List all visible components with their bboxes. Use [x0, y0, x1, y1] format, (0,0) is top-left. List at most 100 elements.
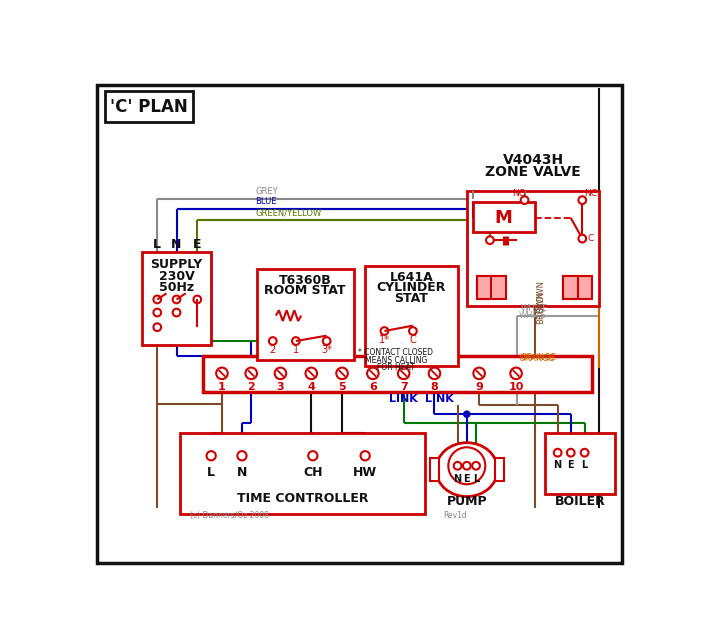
Text: T6360B: T6360B: [279, 274, 331, 287]
Circle shape: [154, 309, 161, 317]
Circle shape: [173, 309, 180, 317]
Circle shape: [292, 337, 300, 345]
Text: HW: HW: [353, 466, 377, 479]
Text: V4043H: V4043H: [503, 153, 564, 167]
Text: 2: 2: [270, 345, 276, 355]
Text: 2: 2: [247, 382, 255, 392]
Text: PUMP: PUMP: [446, 495, 487, 508]
Circle shape: [510, 367, 522, 379]
Bar: [545, 433, 615, 494]
Text: 3*: 3*: [322, 345, 332, 355]
Text: E: E: [193, 238, 201, 251]
Circle shape: [486, 237, 494, 244]
Text: 8: 8: [430, 382, 438, 392]
Text: GREEN/YELLOW: GREEN/YELLOW: [255, 208, 322, 217]
Text: N: N: [554, 460, 562, 470]
Circle shape: [154, 296, 161, 303]
Circle shape: [206, 451, 216, 460]
Text: ORANGE: ORANGE: [518, 354, 555, 363]
Text: WHITE: WHITE: [518, 312, 545, 320]
Bar: [473, 203, 534, 231]
Circle shape: [453, 462, 461, 470]
Bar: [477, 276, 491, 299]
Circle shape: [578, 235, 586, 242]
Text: NC: NC: [584, 190, 597, 199]
Text: STAT: STAT: [395, 292, 428, 305]
Text: BLUE: BLUE: [255, 197, 277, 206]
Text: BOILER: BOILER: [555, 495, 605, 508]
Circle shape: [449, 447, 485, 484]
Text: 1: 1: [218, 382, 226, 392]
Bar: [494, 458, 504, 481]
Text: N: N: [171, 238, 182, 251]
Text: L: L: [473, 474, 479, 484]
Circle shape: [567, 449, 575, 456]
Text: N: N: [453, 474, 462, 484]
Text: CH: CH: [303, 466, 322, 479]
Text: E: E: [567, 460, 574, 470]
Text: 5: 5: [338, 382, 346, 392]
Text: 6: 6: [369, 382, 377, 392]
Circle shape: [269, 337, 277, 345]
Circle shape: [409, 327, 417, 335]
Text: L: L: [207, 466, 216, 479]
Text: MEANS CALLING: MEANS CALLING: [365, 356, 427, 365]
Text: 'C' PLAN: 'C' PLAN: [110, 98, 187, 116]
Text: LINK: LINK: [425, 394, 454, 404]
Text: CYLINDER: CYLINDER: [377, 281, 446, 294]
Circle shape: [472, 462, 480, 470]
Ellipse shape: [436, 443, 498, 497]
Text: M: M: [495, 209, 512, 227]
Circle shape: [429, 367, 440, 379]
Text: 50Hz: 50Hz: [159, 281, 194, 294]
Text: ZONE VALVE: ZONE VALVE: [485, 165, 581, 179]
Circle shape: [521, 196, 529, 204]
Circle shape: [464, 411, 470, 417]
Bar: [258, 269, 354, 360]
Text: 1*: 1*: [379, 335, 390, 345]
Circle shape: [274, 367, 286, 379]
Circle shape: [578, 196, 586, 204]
Circle shape: [473, 367, 485, 379]
Text: LINK: LINK: [390, 394, 418, 404]
Circle shape: [305, 367, 317, 379]
Text: N: N: [237, 466, 247, 479]
Bar: [105, 91, 194, 122]
Text: NO: NO: [512, 190, 526, 199]
Circle shape: [194, 296, 201, 303]
Text: ORANGE: ORANGE: [521, 353, 557, 362]
Circle shape: [154, 323, 161, 331]
Text: ROOM STAT: ROOM STAT: [265, 285, 346, 297]
Circle shape: [463, 462, 470, 470]
Text: 10: 10: [508, 382, 524, 392]
Circle shape: [308, 451, 317, 460]
Bar: [563, 276, 578, 299]
Text: 7: 7: [400, 382, 408, 392]
Bar: [204, 356, 592, 392]
Text: 3: 3: [277, 382, 284, 392]
Circle shape: [581, 449, 588, 456]
Text: BROWN: BROWN: [536, 292, 545, 324]
Text: WHITE: WHITE: [521, 304, 548, 313]
Text: C: C: [409, 335, 416, 345]
Text: TIME CONTROLLER: TIME CONTROLLER: [237, 492, 369, 505]
Text: FOR HEAT: FOR HEAT: [377, 363, 415, 372]
Circle shape: [398, 367, 409, 379]
Bar: [180, 433, 425, 513]
Circle shape: [216, 367, 227, 379]
Circle shape: [237, 451, 246, 460]
Text: BROWN: BROWN: [536, 280, 545, 313]
Text: Rev1d: Rev1d: [444, 512, 468, 520]
Text: E: E: [463, 474, 470, 484]
Text: 1: 1: [293, 345, 299, 355]
Text: SUPPLY: SUPPLY: [150, 258, 203, 271]
Text: L641A: L641A: [390, 271, 433, 283]
Text: C: C: [588, 234, 594, 243]
Text: 230V: 230V: [159, 270, 194, 283]
Circle shape: [367, 367, 378, 379]
Bar: [365, 265, 458, 365]
Bar: [467, 191, 600, 306]
Bar: [142, 253, 211, 345]
Text: (c) Danners/Oz 2008: (c) Danners/Oz 2008: [190, 512, 269, 520]
Bar: [430, 458, 439, 481]
